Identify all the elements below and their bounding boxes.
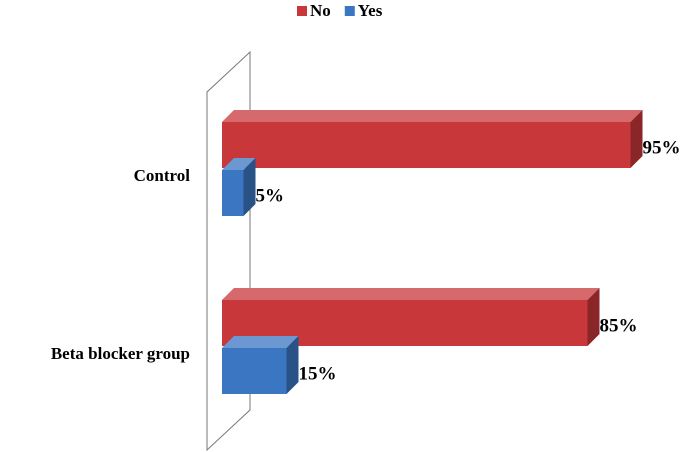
- value-label: 95%: [643, 137, 681, 158]
- legend-label: No: [310, 1, 331, 20]
- category-label: Control: [134, 166, 191, 185]
- legend-swatch: [297, 6, 307, 16]
- category-label: Beta blocker group: [51, 344, 190, 363]
- bar-side-shade: [587, 288, 600, 346]
- bar-side: [587, 288, 600, 346]
- value-label: 15%: [299, 363, 337, 384]
- value-label: 85%: [600, 315, 638, 336]
- bar: [222, 170, 244, 216]
- bar-side-shade: [286, 336, 299, 394]
- legend-label: Yes: [358, 1, 383, 20]
- bar-top-shade: [222, 110, 643, 122]
- bar: [222, 122, 631, 168]
- bar-top: [222, 336, 299, 348]
- legend-swatch: [344, 6, 355, 16]
- bar-top-shade: [222, 158, 256, 170]
- bar-top: [222, 288, 600, 300]
- bar-top: [222, 158, 256, 170]
- bar-side-shade: [243, 158, 256, 216]
- bar-group: [222, 288, 600, 346]
- bar: [222, 348, 287, 394]
- bar-side: [243, 158, 256, 216]
- bar-group: [222, 158, 256, 216]
- bar-side: [286, 336, 299, 394]
- bar-group: [222, 336, 299, 394]
- bar-side: [630, 110, 643, 168]
- bar-top-shade: [222, 288, 600, 300]
- bar-side-shade: [630, 110, 643, 168]
- bar-top-shade: [222, 336, 299, 348]
- value-label: 5%: [256, 185, 285, 206]
- bar-top: [222, 110, 643, 122]
- bar-group: [222, 110, 643, 168]
